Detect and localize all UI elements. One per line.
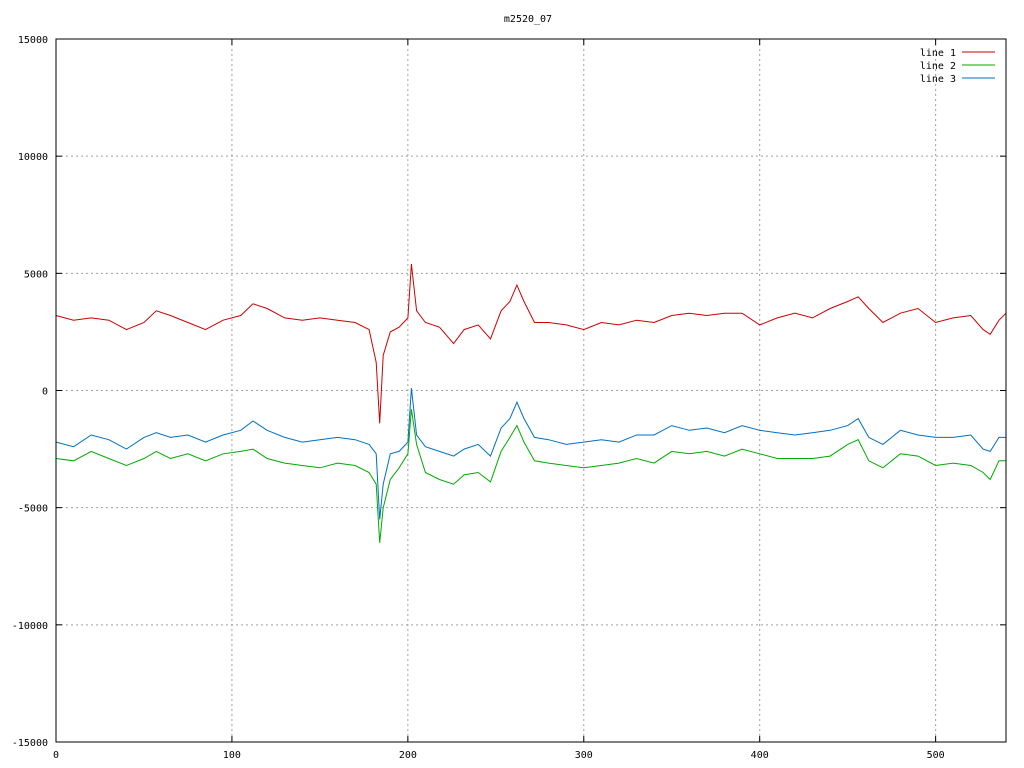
series-line-3 xyxy=(55,388,1006,520)
x-tick-label: 100 xyxy=(223,750,241,761)
y-tick-label: -15000 xyxy=(12,738,48,749)
tick-layer: 0 100 200 300 400 500 -15000 -10000 -5000 0 5000 10… xyxy=(12,35,1006,761)
chart-title: m2520_07 xyxy=(504,14,552,25)
series-line-2 xyxy=(55,409,1006,543)
legend-label-1: line 1 xyxy=(920,48,956,59)
x-tick-label: 200 xyxy=(399,750,417,761)
legend-label-2: line 2 xyxy=(920,61,956,72)
x-tick-label: 500 xyxy=(927,750,945,761)
legend: line 1 line 2 line 3 xyxy=(920,48,995,85)
y-tick-label: 0 xyxy=(42,387,48,398)
legend-label-3: line 3 xyxy=(920,74,956,85)
grid-layer xyxy=(56,39,1006,742)
x-tick-label: 300 xyxy=(575,750,593,761)
y-tick-label: -10000 xyxy=(12,621,48,632)
x-tick-label: 0 xyxy=(53,750,59,761)
y-tick-label: 15000 xyxy=(18,35,48,46)
series-line-1 xyxy=(55,263,1007,424)
y-tick-label: -5000 xyxy=(18,504,48,515)
x-tick-label: 400 xyxy=(751,750,769,761)
series-layer xyxy=(55,263,1007,543)
y-tick-label: 5000 xyxy=(24,269,48,280)
y-tick-label: 10000 xyxy=(18,152,48,163)
